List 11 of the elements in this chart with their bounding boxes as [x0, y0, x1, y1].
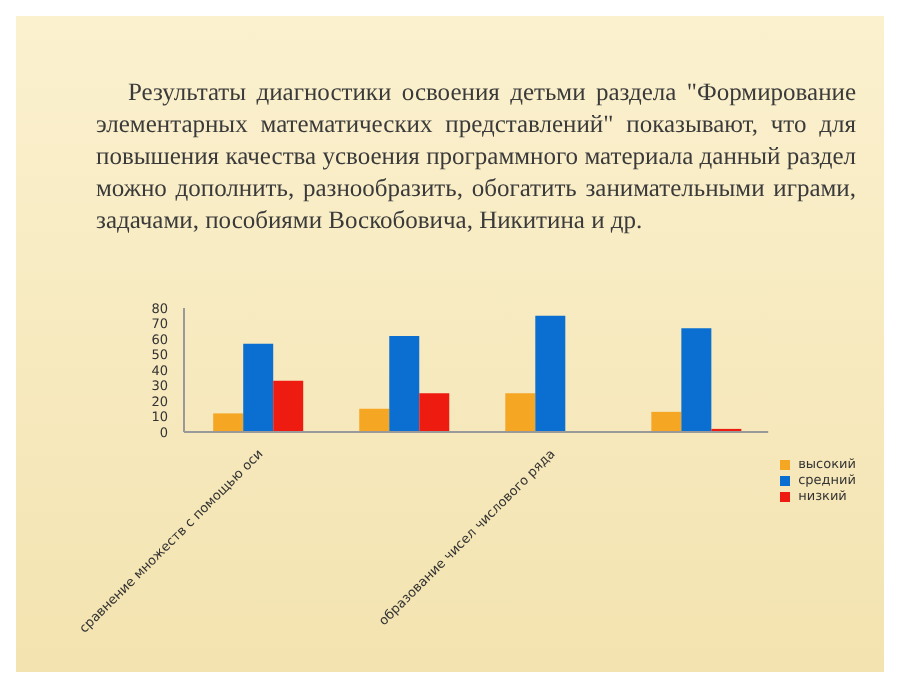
chart-title: Результаты диагностики освоения детьми раздела "Формирование элементарных математических представлений" показывают, что для повышения качества усвоения программного материала данный раздел можно дополнить, разнообразить, обогатить занимательными играми, задачами, пособиями Воскобовича, Никитина и др. [96, 76, 856, 236]
bar [243, 343, 274, 432]
bar [213, 413, 244, 432]
bar [419, 393, 450, 432]
bar [359, 408, 390, 432]
bar [651, 411, 682, 432]
bar [505, 393, 536, 432]
bar [535, 315, 566, 432]
bar [389, 335, 420, 432]
bar [681, 328, 712, 432]
bar [273, 380, 304, 432]
